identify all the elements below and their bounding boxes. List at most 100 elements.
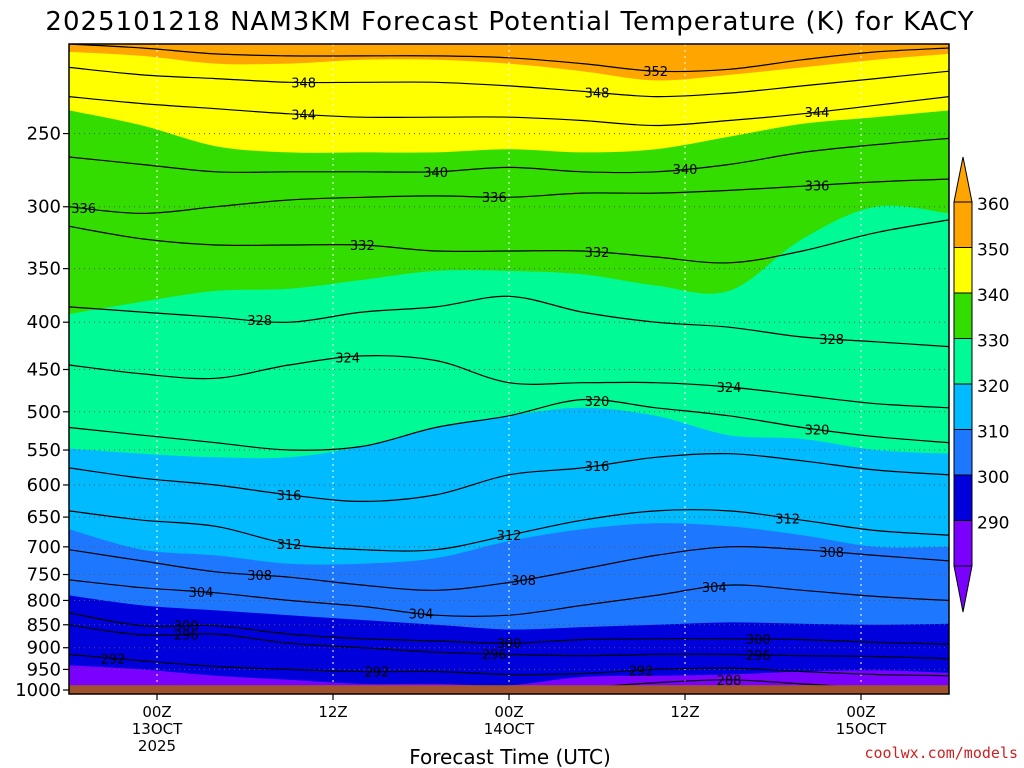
contour-label-340-0: 340 xyxy=(423,166,448,181)
contour-label-304-1: 304 xyxy=(409,607,434,622)
isentrope-320 xyxy=(69,398,949,451)
x-tick-label-1-0: 12Z xyxy=(318,703,347,721)
isentrope-312 xyxy=(69,509,949,552)
colorbar-bin-290 xyxy=(953,474,973,521)
y-tick-label-300: 300 xyxy=(27,197,61,218)
y-tick-label-650: 650 xyxy=(27,507,61,528)
colorbar-over-arrow xyxy=(953,156,973,203)
chart-title: 2025101218 NAM3KM Forecast Potential Tem… xyxy=(45,7,974,37)
y-tick-label-350: 350 xyxy=(27,259,61,280)
x-tick-label-4-0: 00Z xyxy=(846,703,875,721)
x-tick-label-0-0: 00Z xyxy=(142,703,171,721)
isentrope-304 xyxy=(69,579,949,617)
contour-label-300-2: 300 xyxy=(746,633,771,648)
y-tick-label-800: 800 xyxy=(27,590,61,611)
contour-label-296-2: 296 xyxy=(746,649,771,664)
contour-label-348-0: 348 xyxy=(291,76,316,91)
colorbar-label-330: 330 xyxy=(977,332,1009,352)
x-tick-label-3-0: 12Z xyxy=(670,703,699,721)
contour-label-340-1: 340 xyxy=(673,163,698,178)
isentrope-352 xyxy=(69,44,949,73)
colorbar-label-290: 290 xyxy=(977,514,1009,534)
contour-label-296-0: 296 xyxy=(174,628,199,643)
colorbar-bin-340 xyxy=(953,247,973,294)
contour-label-344-1: 344 xyxy=(805,106,830,121)
x-tick-label-0-2: 2025 xyxy=(138,737,176,755)
contour-label-292-2: 292 xyxy=(629,664,654,679)
credit-text: coolwx.com/models xyxy=(864,744,1018,762)
colorbar-bin-300 xyxy=(953,429,973,476)
y-tick-label-1000: 1000 xyxy=(15,680,61,701)
contour-label-328-0: 328 xyxy=(247,314,272,329)
colorbar-label-310: 310 xyxy=(977,423,1009,443)
colorbar-bin-320 xyxy=(953,338,973,385)
y-tick-label-700: 700 xyxy=(27,537,61,558)
y-tick-label-450: 450 xyxy=(27,359,61,380)
contour-label-308-1: 308 xyxy=(511,574,536,589)
grid-lines xyxy=(69,44,949,694)
contour-label-296-1: 296 xyxy=(482,648,507,663)
contour-label-308-0: 308 xyxy=(247,569,272,584)
contour-label-336-2: 336 xyxy=(805,179,830,194)
isentrope-316 xyxy=(69,452,949,503)
colorbar-label-300: 300 xyxy=(977,468,1009,488)
contour-label-344-0: 344 xyxy=(291,108,316,123)
contour-label-336-1: 336 xyxy=(482,191,507,206)
contour-label-320-1: 320 xyxy=(805,423,830,438)
contour-label-328-1: 328 xyxy=(819,333,844,348)
contour-label-324-1: 324 xyxy=(717,381,742,396)
colorbar-bin-310 xyxy=(953,383,973,430)
x-tick-label-2-0: 00Z xyxy=(494,703,523,721)
x-tick-label-0-1: 13OCT xyxy=(132,720,183,738)
contour-label-300-0: 300 xyxy=(174,620,199,635)
isentrope-348 xyxy=(69,66,949,98)
contour-label-312-1: 312 xyxy=(497,529,522,544)
colorbar-label-360: 360 xyxy=(977,195,1009,215)
isentrope-336 xyxy=(69,178,949,215)
y-tick-label-900: 900 xyxy=(27,638,61,659)
contour-label-288-0: 288 xyxy=(717,674,742,689)
isentrope-328 xyxy=(69,295,949,348)
contour-label-336-0: 336 xyxy=(71,202,96,217)
y-tick-label-950: 950 xyxy=(27,659,61,680)
y-tick-label-600: 600 xyxy=(27,475,61,496)
y-tick-label-850: 850 xyxy=(27,615,61,636)
x-tick-label-4-1: 15OCT xyxy=(836,720,887,738)
colorbar-bin-280 xyxy=(953,520,973,567)
contour-label-312-0: 312 xyxy=(277,538,302,553)
contour-label-308-2: 308 xyxy=(819,546,844,561)
isentrope-344 xyxy=(69,96,949,127)
x-tick-label-2-1: 14OCT xyxy=(484,720,535,738)
y-tick-label-400: 400 xyxy=(27,312,61,333)
isentrope-340 xyxy=(69,137,949,174)
isentrope-332 xyxy=(69,219,949,264)
isentrope-324 xyxy=(69,355,949,409)
contour-label-332-0: 332 xyxy=(350,239,375,254)
y-tick-label-500: 500 xyxy=(27,402,61,423)
contour-label-292-1: 292 xyxy=(365,666,390,681)
isentrope-296 xyxy=(69,624,949,660)
colorbar-bin-350 xyxy=(953,201,973,248)
contour-label-292-0: 292 xyxy=(101,652,126,667)
contour-label-316-0: 316 xyxy=(277,489,302,504)
contour-label-316-1: 316 xyxy=(585,460,610,475)
colorbar-label-350: 350 xyxy=(977,241,1009,261)
isentrope-308 xyxy=(69,546,949,591)
colorbar-label-320: 320 xyxy=(977,377,1009,397)
x-axis-label: Forecast Time (UTC) xyxy=(409,745,611,768)
y-tick-label-550: 550 xyxy=(27,440,61,461)
isentrope-292 xyxy=(69,653,949,677)
colorbar-bin-330 xyxy=(953,292,973,339)
colorbar: 360 350 340 330 320 310 300 290 xyxy=(953,156,1009,613)
colorbar-label-340: 340 xyxy=(977,286,1009,306)
contour-label-324-0: 324 xyxy=(335,352,360,367)
ground-surface xyxy=(69,685,949,694)
contour-label-332-1: 332 xyxy=(585,246,610,261)
y-tick-label-250: 250 xyxy=(27,124,61,145)
contour-label-320-0: 320 xyxy=(585,395,610,410)
contour-label-348-1: 348 xyxy=(585,86,610,101)
contour-label-312-2: 312 xyxy=(775,512,800,527)
